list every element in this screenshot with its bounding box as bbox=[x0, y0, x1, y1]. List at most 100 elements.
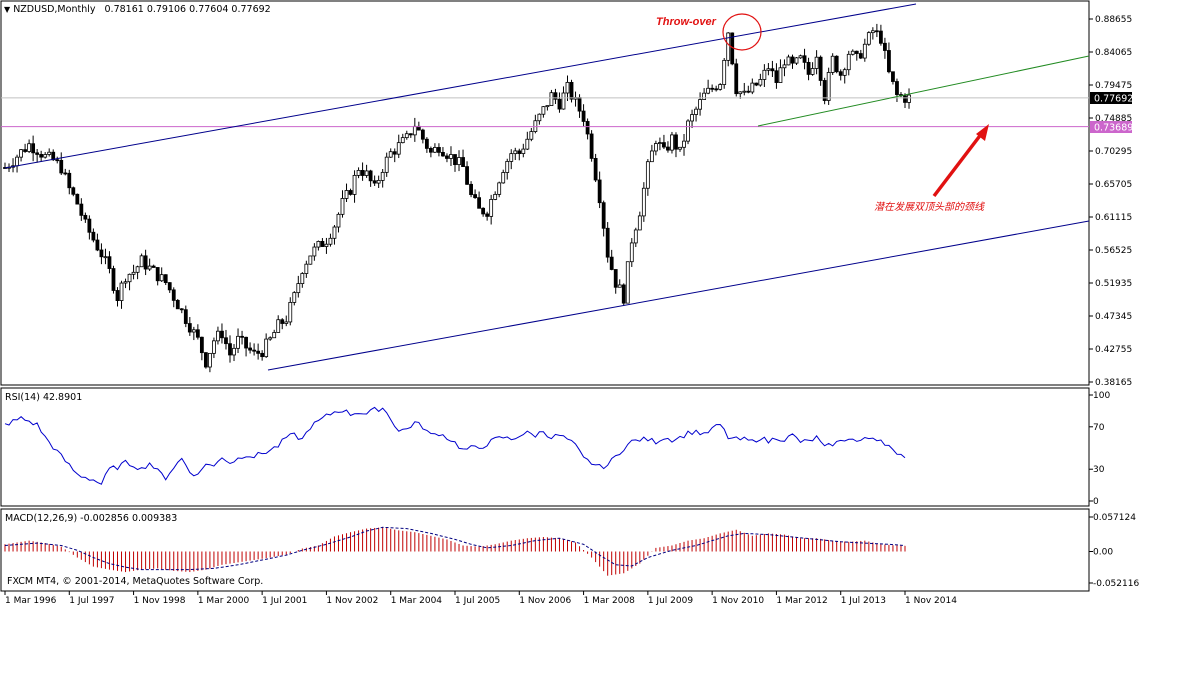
candle-body bbox=[195, 329, 200, 338]
candle-body bbox=[449, 154, 453, 159]
candle-body bbox=[412, 125, 417, 136]
candle-body bbox=[320, 241, 325, 247]
rsi-tick-label: 0 bbox=[1093, 497, 1099, 507]
candle-body bbox=[23, 149, 27, 152]
candle-body bbox=[625, 261, 630, 304]
candle-body bbox=[706, 87, 711, 94]
candle-body bbox=[139, 255, 144, 268]
throw-over-annotation: Throw-over bbox=[656, 13, 762, 51]
candle-body bbox=[155, 267, 160, 282]
candle-body bbox=[324, 243, 329, 247]
price-candles bbox=[3, 23, 911, 373]
candle-body bbox=[131, 271, 136, 275]
candle-body bbox=[244, 336, 248, 349]
candle-body bbox=[670, 134, 674, 151]
candle-body bbox=[621, 284, 626, 304]
candle-body bbox=[445, 155, 449, 159]
candle-body bbox=[256, 350, 261, 354]
rsi-pane-frame bbox=[0, 387, 1090, 507]
candle-body bbox=[605, 227, 610, 258]
candle-body bbox=[268, 337, 273, 340]
candle-body bbox=[481, 207, 486, 215]
candle-body bbox=[766, 68, 771, 71]
candle-body bbox=[163, 274, 168, 284]
rsi-label: RSI(14) 42.8901 bbox=[5, 392, 83, 403]
candle-body bbox=[489, 199, 494, 217]
candle-body bbox=[497, 182, 502, 195]
candle-body bbox=[167, 282, 172, 291]
candle-body bbox=[585, 121, 590, 135]
candle-body bbox=[264, 338, 269, 358]
candle-body bbox=[372, 180, 377, 184]
macd-tick-label: -0.052116 bbox=[1093, 579, 1139, 589]
rsi-tick-label: 100 bbox=[1093, 391, 1110, 401]
candle-body bbox=[505, 161, 510, 173]
candle-body bbox=[316, 241, 321, 248]
macd-histogram bbox=[4, 526, 906, 576]
candle-body bbox=[810, 68, 815, 75]
candle-body bbox=[461, 157, 465, 167]
candle-body bbox=[59, 159, 64, 174]
candle-body bbox=[493, 193, 498, 200]
macd-tick-label: 0.057124 bbox=[1093, 513, 1136, 523]
candle-body bbox=[103, 256, 108, 259]
candle-body bbox=[525, 138, 530, 150]
price-tick-label: 0.65705 bbox=[1095, 180, 1132, 190]
candle-body bbox=[232, 347, 236, 356]
candle-body bbox=[814, 56, 819, 69]
candle-body bbox=[473, 194, 477, 199]
candle-body bbox=[368, 170, 373, 182]
candle-body bbox=[786, 56, 791, 66]
candle-body bbox=[356, 169, 361, 176]
time-tick-label: 1 Mar 1996 bbox=[5, 596, 57, 606]
candle-body bbox=[127, 273, 132, 283]
candle-body bbox=[629, 242, 634, 263]
candle-body bbox=[288, 302, 293, 323]
candle-body bbox=[292, 292, 297, 303]
candle-body bbox=[119, 282, 124, 301]
candle-body bbox=[340, 198, 345, 215]
lower-channel-line bbox=[267, 220, 1090, 371]
time-tick-label: 1 Mar 2012 bbox=[776, 596, 827, 606]
candle-body bbox=[123, 281, 128, 284]
candle-body bbox=[710, 87, 715, 90]
collapse-triangle-icon[interactable]: ▼ bbox=[4, 5, 11, 14]
candle-body bbox=[722, 59, 727, 85]
candle-body bbox=[336, 213, 341, 228]
macd-tick-label: 0.00 bbox=[1093, 548, 1113, 558]
candle-body bbox=[593, 158, 598, 181]
candle-body bbox=[754, 82, 759, 86]
candle-body bbox=[43, 154, 48, 158]
time-tick-label: 1 Mar 2004 bbox=[391, 596, 443, 606]
candle-body bbox=[549, 92, 554, 106]
candle-body bbox=[674, 134, 678, 150]
candle-body bbox=[758, 79, 763, 86]
candle-body bbox=[742, 90, 747, 93]
macd-label: MACD(12,26,9) -0.002856 0.009383 bbox=[5, 513, 178, 524]
time-tick-label: 1 Jul 2013 bbox=[841, 596, 886, 606]
candle-body bbox=[617, 284, 622, 288]
candle-body bbox=[702, 92, 707, 100]
candle-body bbox=[19, 149, 23, 158]
price-tick-label: 0.74885 bbox=[1095, 114, 1132, 124]
candle-body bbox=[569, 81, 574, 100]
candle-body bbox=[854, 50, 859, 54]
candle-body bbox=[858, 53, 863, 59]
candle-body bbox=[75, 193, 80, 205]
candle-body bbox=[304, 263, 309, 274]
candle-body bbox=[513, 150, 518, 155]
candle-body bbox=[344, 190, 349, 199]
time-tick-label: 1 Nov 2002 bbox=[326, 596, 378, 606]
candle-body bbox=[633, 229, 638, 244]
time-tick-label: 1 Jul 2001 bbox=[262, 596, 307, 606]
candle-body bbox=[175, 300, 180, 310]
candle-body bbox=[686, 120, 690, 142]
upper-channel-line bbox=[4, 3, 917, 169]
candle-body bbox=[191, 329, 196, 333]
candle-body bbox=[312, 246, 317, 257]
candle-body bbox=[690, 114, 694, 122]
candle-body bbox=[641, 187, 646, 217]
candle-body bbox=[408, 133, 413, 136]
candle-body bbox=[55, 159, 60, 162]
